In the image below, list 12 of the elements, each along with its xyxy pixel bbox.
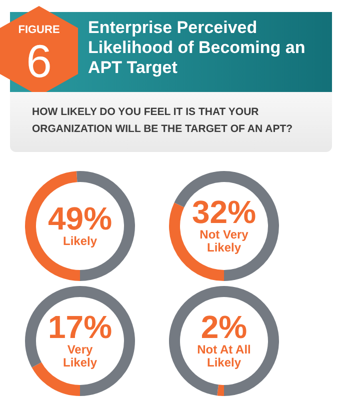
text: Enterprise Perceived Likelihood of Becoming an APT Target [88, 18, 306, 78]
slice-label: Likely [62, 234, 98, 248]
slice-label: Not Very Likely [200, 227, 249, 254]
slice-label: Very Likely [62, 342, 98, 370]
data-label: 2% [200, 308, 248, 345]
text: FIGURE [17, 24, 61, 36]
slice-label: Not At All Likely [197, 342, 251, 370]
data-label: 49% [48, 200, 112, 236]
text: HOW LIKELY DO YOU FEEL IT IS THAT YOUR ORGANIZATION WILL BE THE TARGET OF AN APT? [32, 105, 294, 137]
text: 6 [25, 35, 53, 87]
data-label: 32% [192, 194, 256, 230]
data-label: 17% [48, 308, 112, 345]
